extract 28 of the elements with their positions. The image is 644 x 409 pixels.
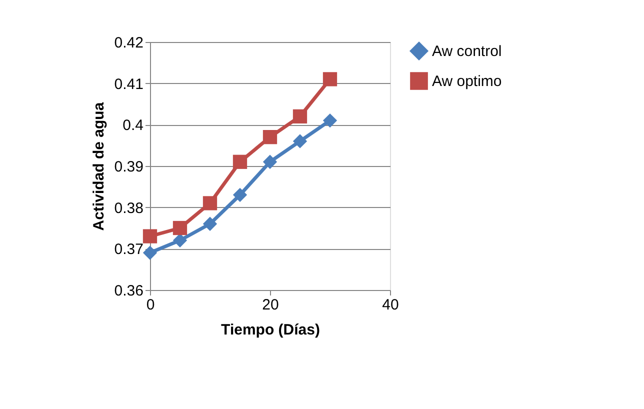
point xyxy=(172,220,188,236)
x-tick-label: 0 xyxy=(146,296,155,314)
point xyxy=(322,72,338,86)
point xyxy=(232,154,248,169)
x-tick-label: 40 xyxy=(382,296,399,314)
y-tick-label: 0.39 xyxy=(114,158,144,176)
y-tick-label: 0.36 xyxy=(114,282,144,300)
point xyxy=(232,188,248,202)
legend-label: Aw optimo xyxy=(432,73,502,90)
y-tick-label: 0.38 xyxy=(114,200,144,217)
point xyxy=(262,130,278,144)
point xyxy=(292,109,308,124)
point xyxy=(322,113,338,128)
point xyxy=(142,246,158,260)
x-tick-label: 20 xyxy=(262,296,279,314)
y-tick-label: 0.41 xyxy=(114,76,144,93)
legend-label: Aw control xyxy=(432,43,502,60)
point xyxy=(142,229,158,244)
point xyxy=(262,154,278,169)
point xyxy=(292,134,308,148)
y-tick-label: 0.42 xyxy=(114,34,144,52)
y-tick-label: 0.37 xyxy=(114,241,144,258)
point xyxy=(172,233,188,248)
y-axis-title: Actividad de agua xyxy=(90,102,108,231)
point xyxy=(202,216,218,231)
point xyxy=(202,196,218,210)
x-axis-title: Tiempo (Días) xyxy=(221,322,320,338)
y-tick-label: 0.4 xyxy=(122,117,144,134)
